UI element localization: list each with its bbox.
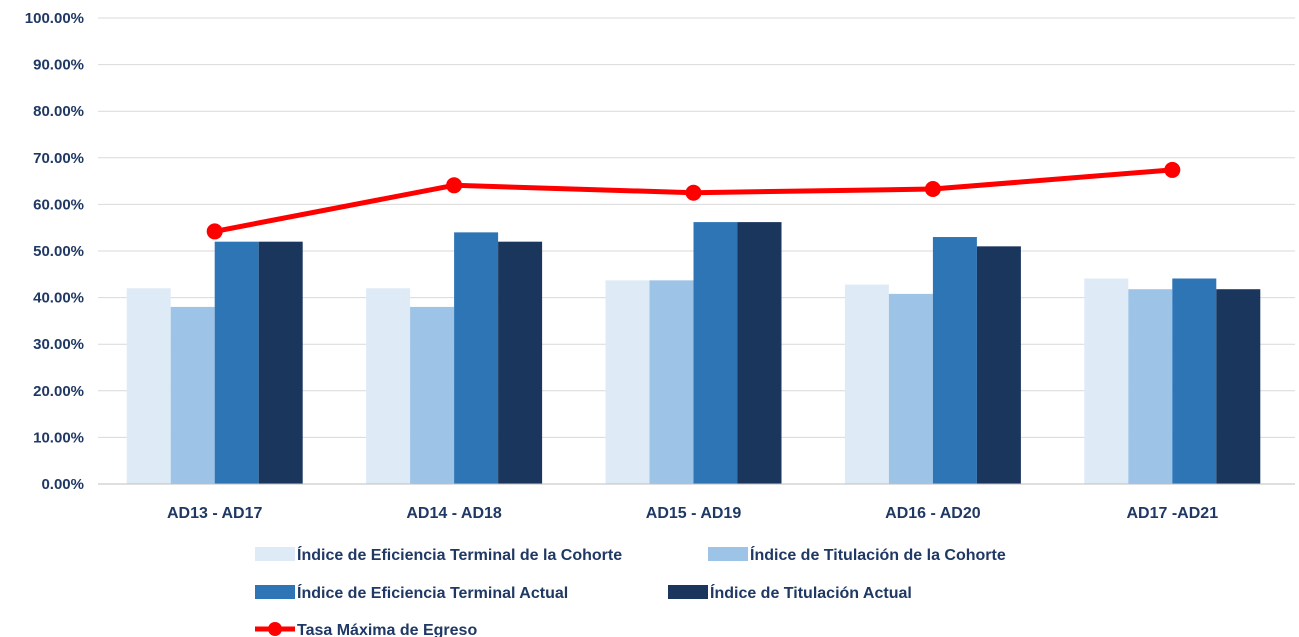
bar-1-5	[1084, 278, 1129, 484]
line-series	[206, 161, 1181, 240]
y-tick-label: 70.00%	[33, 150, 84, 167]
y-tick-label: 60.00%	[33, 196, 84, 213]
x-axis: AD13 - AD17 AD14 - AD18 AD15 - AD19 AD16 - …	[98, 483, 1295, 522]
legend-swatch	[668, 585, 708, 599]
bar-4-5	[1216, 289, 1261, 484]
line-point	[924, 181, 941, 198]
line-point	[1164, 161, 1181, 178]
x-category-label: AD17 -AD21	[1127, 505, 1219, 522]
line-point	[446, 177, 463, 194]
y-tick-label: 50.00%	[33, 243, 84, 260]
y-tick-label: 0.00%	[41, 476, 84, 493]
y-tick-label: 40.00%	[33, 290, 84, 307]
y-axis: 0.00% 10.00% 20.00% 30.00% 40.00% 50.00% 60.00…	[25, 10, 84, 493]
y-tick-label: 20.00%	[33, 383, 84, 400]
bar-1-4	[844, 284, 889, 484]
legend-label: Índice de Eficiencia Terminal Actual	[297, 583, 568, 602]
bar-1-1	[126, 288, 171, 484]
legend-swatch	[255, 547, 295, 561]
bar-3-5	[1172, 278, 1217, 484]
bar-3-2	[454, 232, 499, 484]
y-tick-label: 30.00%	[33, 336, 84, 353]
bar-3-3	[693, 222, 738, 484]
bar-2-2	[410, 306, 455, 484]
legend-label: Índice de Eficiencia Terminal de la Coho…	[297, 545, 622, 564]
bar-2-1	[170, 306, 215, 484]
bar-3-4	[932, 237, 977, 484]
bar-series	[126, 222, 1261, 484]
bar-1-2	[366, 288, 411, 484]
legend-swatch	[255, 585, 295, 599]
bar-2-4	[888, 293, 933, 484]
legend-label: Índice de Titulación Actual	[710, 583, 912, 602]
y-tick-label: 100.00%	[25, 10, 84, 27]
y-tick-label: 10.00%	[33, 429, 84, 446]
legend-label: Tasa Máxima de Egreso	[297, 622, 477, 637]
legend-line-marker	[268, 622, 282, 636]
bar-4-1	[258, 241, 303, 484]
legend: Índice de Eficiencia Terminal de la Coho…	[255, 545, 1006, 637]
x-category-label: AD16 - AD20	[885, 505, 981, 522]
bar-4-3	[737, 222, 782, 484]
y-tick-label: 80.00%	[33, 103, 84, 120]
y-tick-label: 90.00%	[33, 57, 84, 74]
x-category-label: AD15 - AD19	[646, 505, 742, 522]
bar-4-2	[498, 241, 543, 484]
bar-4-4	[976, 246, 1021, 484]
legend-label: Índice de Titulación de la Cohorte	[750, 545, 1006, 564]
line-point	[685, 184, 702, 201]
x-category-label: AD14 - AD18	[406, 505, 502, 522]
line-point	[206, 223, 223, 240]
legend-swatch	[708, 547, 748, 561]
bar-3-1	[214, 241, 259, 484]
bar-1-3	[605, 280, 650, 484]
x-category-label: AD13 - AD17	[167, 505, 263, 522]
bar-2-3	[649, 280, 694, 484]
bar-2-5	[1128, 289, 1173, 484]
